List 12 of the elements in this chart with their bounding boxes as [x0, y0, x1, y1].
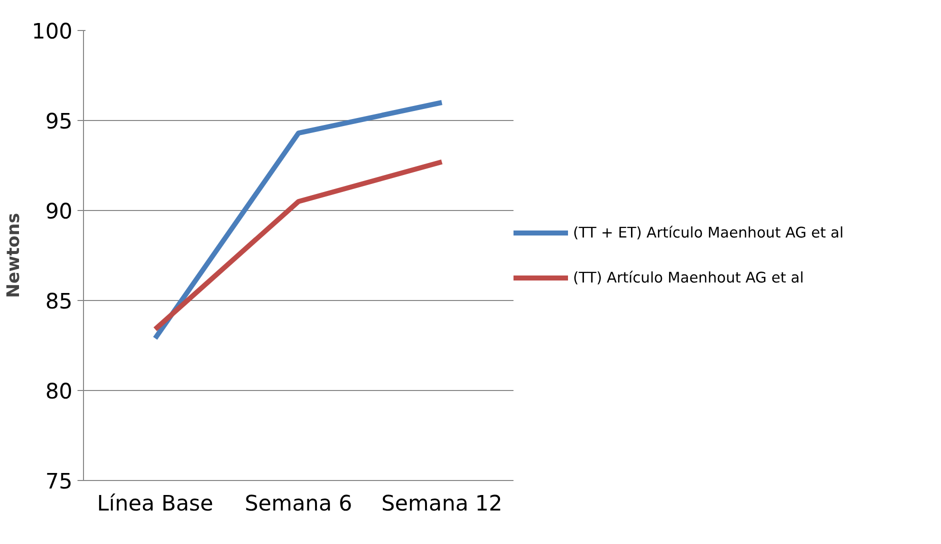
y-tick-label: 90 — [45, 200, 72, 224]
x-tick-label: Línea Base — [97, 492, 214, 516]
y-axis-title: Newtons — [4, 212, 24, 298]
legend-label: (TT + ET) Artículo Maenhout AG et al — [573, 224, 844, 241]
y-tick-label: 85 — [45, 290, 72, 314]
y-tick-label: 100 — [32, 20, 73, 44]
x-tick-label: Semana 12 — [381, 492, 502, 516]
y-tick-label: 75 — [45, 470, 72, 494]
legend-label: (TT) Artículo Maenhout AG et al — [573, 269, 804, 286]
y-tick-label: 80 — [45, 380, 72, 404]
y-tick-label: 95 — [45, 110, 72, 134]
x-tick-label: Semana 6 — [244, 492, 352, 516]
